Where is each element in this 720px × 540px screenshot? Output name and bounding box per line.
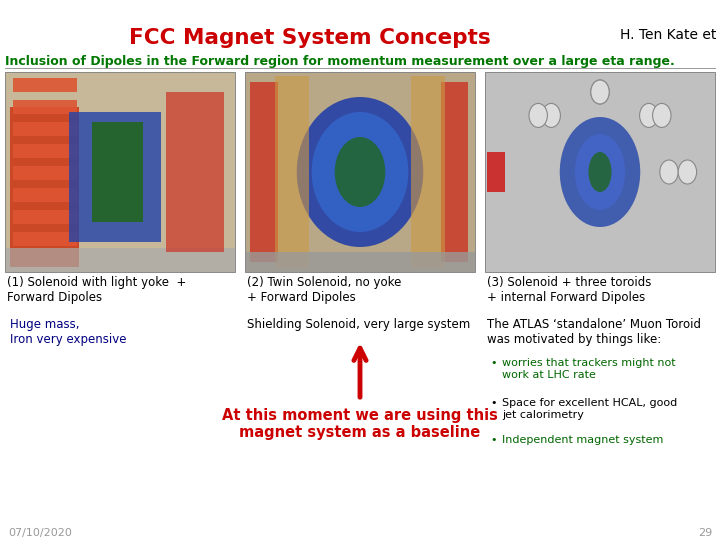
Text: Huge mass,
Iron very expensive: Huge mass, Iron very expensive — [10, 318, 127, 346]
Text: (1) Solenoid with light yoke  +
Forward Dipoles: (1) Solenoid with light yoke + Forward D… — [7, 276, 186, 304]
Bar — [250, 82, 278, 262]
Bar — [92, 122, 143, 222]
Text: (2) Twin Solenoid, no yoke
+ Forward Dipoles: (2) Twin Solenoid, no yoke + Forward Dip… — [247, 276, 401, 304]
Text: worries that trackers might not
work at LHC rate: worries that trackers might not work at … — [502, 358, 675, 380]
Bar — [487, 152, 505, 192]
Bar — [13, 232, 78, 246]
Bar — [275, 76, 310, 268]
Text: Independent magnet system: Independent magnet system — [502, 435, 663, 445]
Bar — [5, 248, 235, 272]
Bar — [485, 72, 715, 272]
Ellipse shape — [591, 80, 609, 104]
Bar — [10, 107, 79, 267]
Bar — [410, 76, 445, 268]
Text: •: • — [490, 358, 497, 368]
Ellipse shape — [575, 134, 625, 210]
Bar — [166, 92, 223, 252]
Text: The ATLAS ‘standalone’ Muon Toroid
was motivated by things like:: The ATLAS ‘standalone’ Muon Toroid was m… — [487, 318, 701, 346]
Ellipse shape — [652, 104, 671, 127]
Bar — [245, 252, 475, 272]
Ellipse shape — [678, 160, 697, 184]
Text: At this moment we are using this
magnet system as a baseline: At this moment we are using this magnet … — [222, 408, 498, 441]
Text: H. Ten Kate et al.: H. Ten Kate et al. — [620, 28, 720, 42]
Bar — [13, 100, 78, 114]
Ellipse shape — [591, 80, 609, 104]
Bar — [13, 122, 78, 136]
Text: 07/10/2020: 07/10/2020 — [8, 528, 72, 538]
Ellipse shape — [529, 104, 547, 127]
Ellipse shape — [297, 97, 423, 247]
Ellipse shape — [542, 104, 560, 127]
Text: •: • — [490, 435, 497, 445]
Text: 29: 29 — [698, 528, 712, 538]
Text: •: • — [490, 398, 497, 408]
Bar — [5, 72, 235, 272]
Bar — [13, 188, 78, 202]
Ellipse shape — [312, 112, 408, 232]
Text: FCC Magnet System Concepts: FCC Magnet System Concepts — [129, 28, 491, 48]
Ellipse shape — [660, 160, 678, 184]
Ellipse shape — [639, 104, 658, 127]
Bar — [13, 166, 78, 180]
Text: Shielding Solenoid, very large system: Shielding Solenoid, very large system — [247, 318, 470, 331]
Ellipse shape — [335, 137, 385, 207]
Bar — [69, 112, 161, 242]
Bar — [13, 144, 78, 158]
Bar — [5, 72, 235, 272]
Bar — [485, 72, 715, 272]
Bar — [441, 82, 468, 262]
Text: (3) Solenoid + three toroids
+ internal Forward Dipoles: (3) Solenoid + three toroids + internal … — [487, 276, 652, 304]
Ellipse shape — [588, 152, 611, 192]
Bar — [13, 210, 78, 224]
Bar — [245, 72, 475, 272]
Bar — [10, 107, 79, 267]
Ellipse shape — [559, 117, 640, 227]
Bar — [245, 72, 475, 272]
Bar — [13, 78, 78, 92]
Text: Space for excellent HCAL, good
jet calorimetry: Space for excellent HCAL, good jet calor… — [502, 398, 678, 420]
Text: Inclusion of Dipoles in the Forward region for momentum measurement over a large: Inclusion of Dipoles in the Forward regi… — [5, 55, 675, 68]
